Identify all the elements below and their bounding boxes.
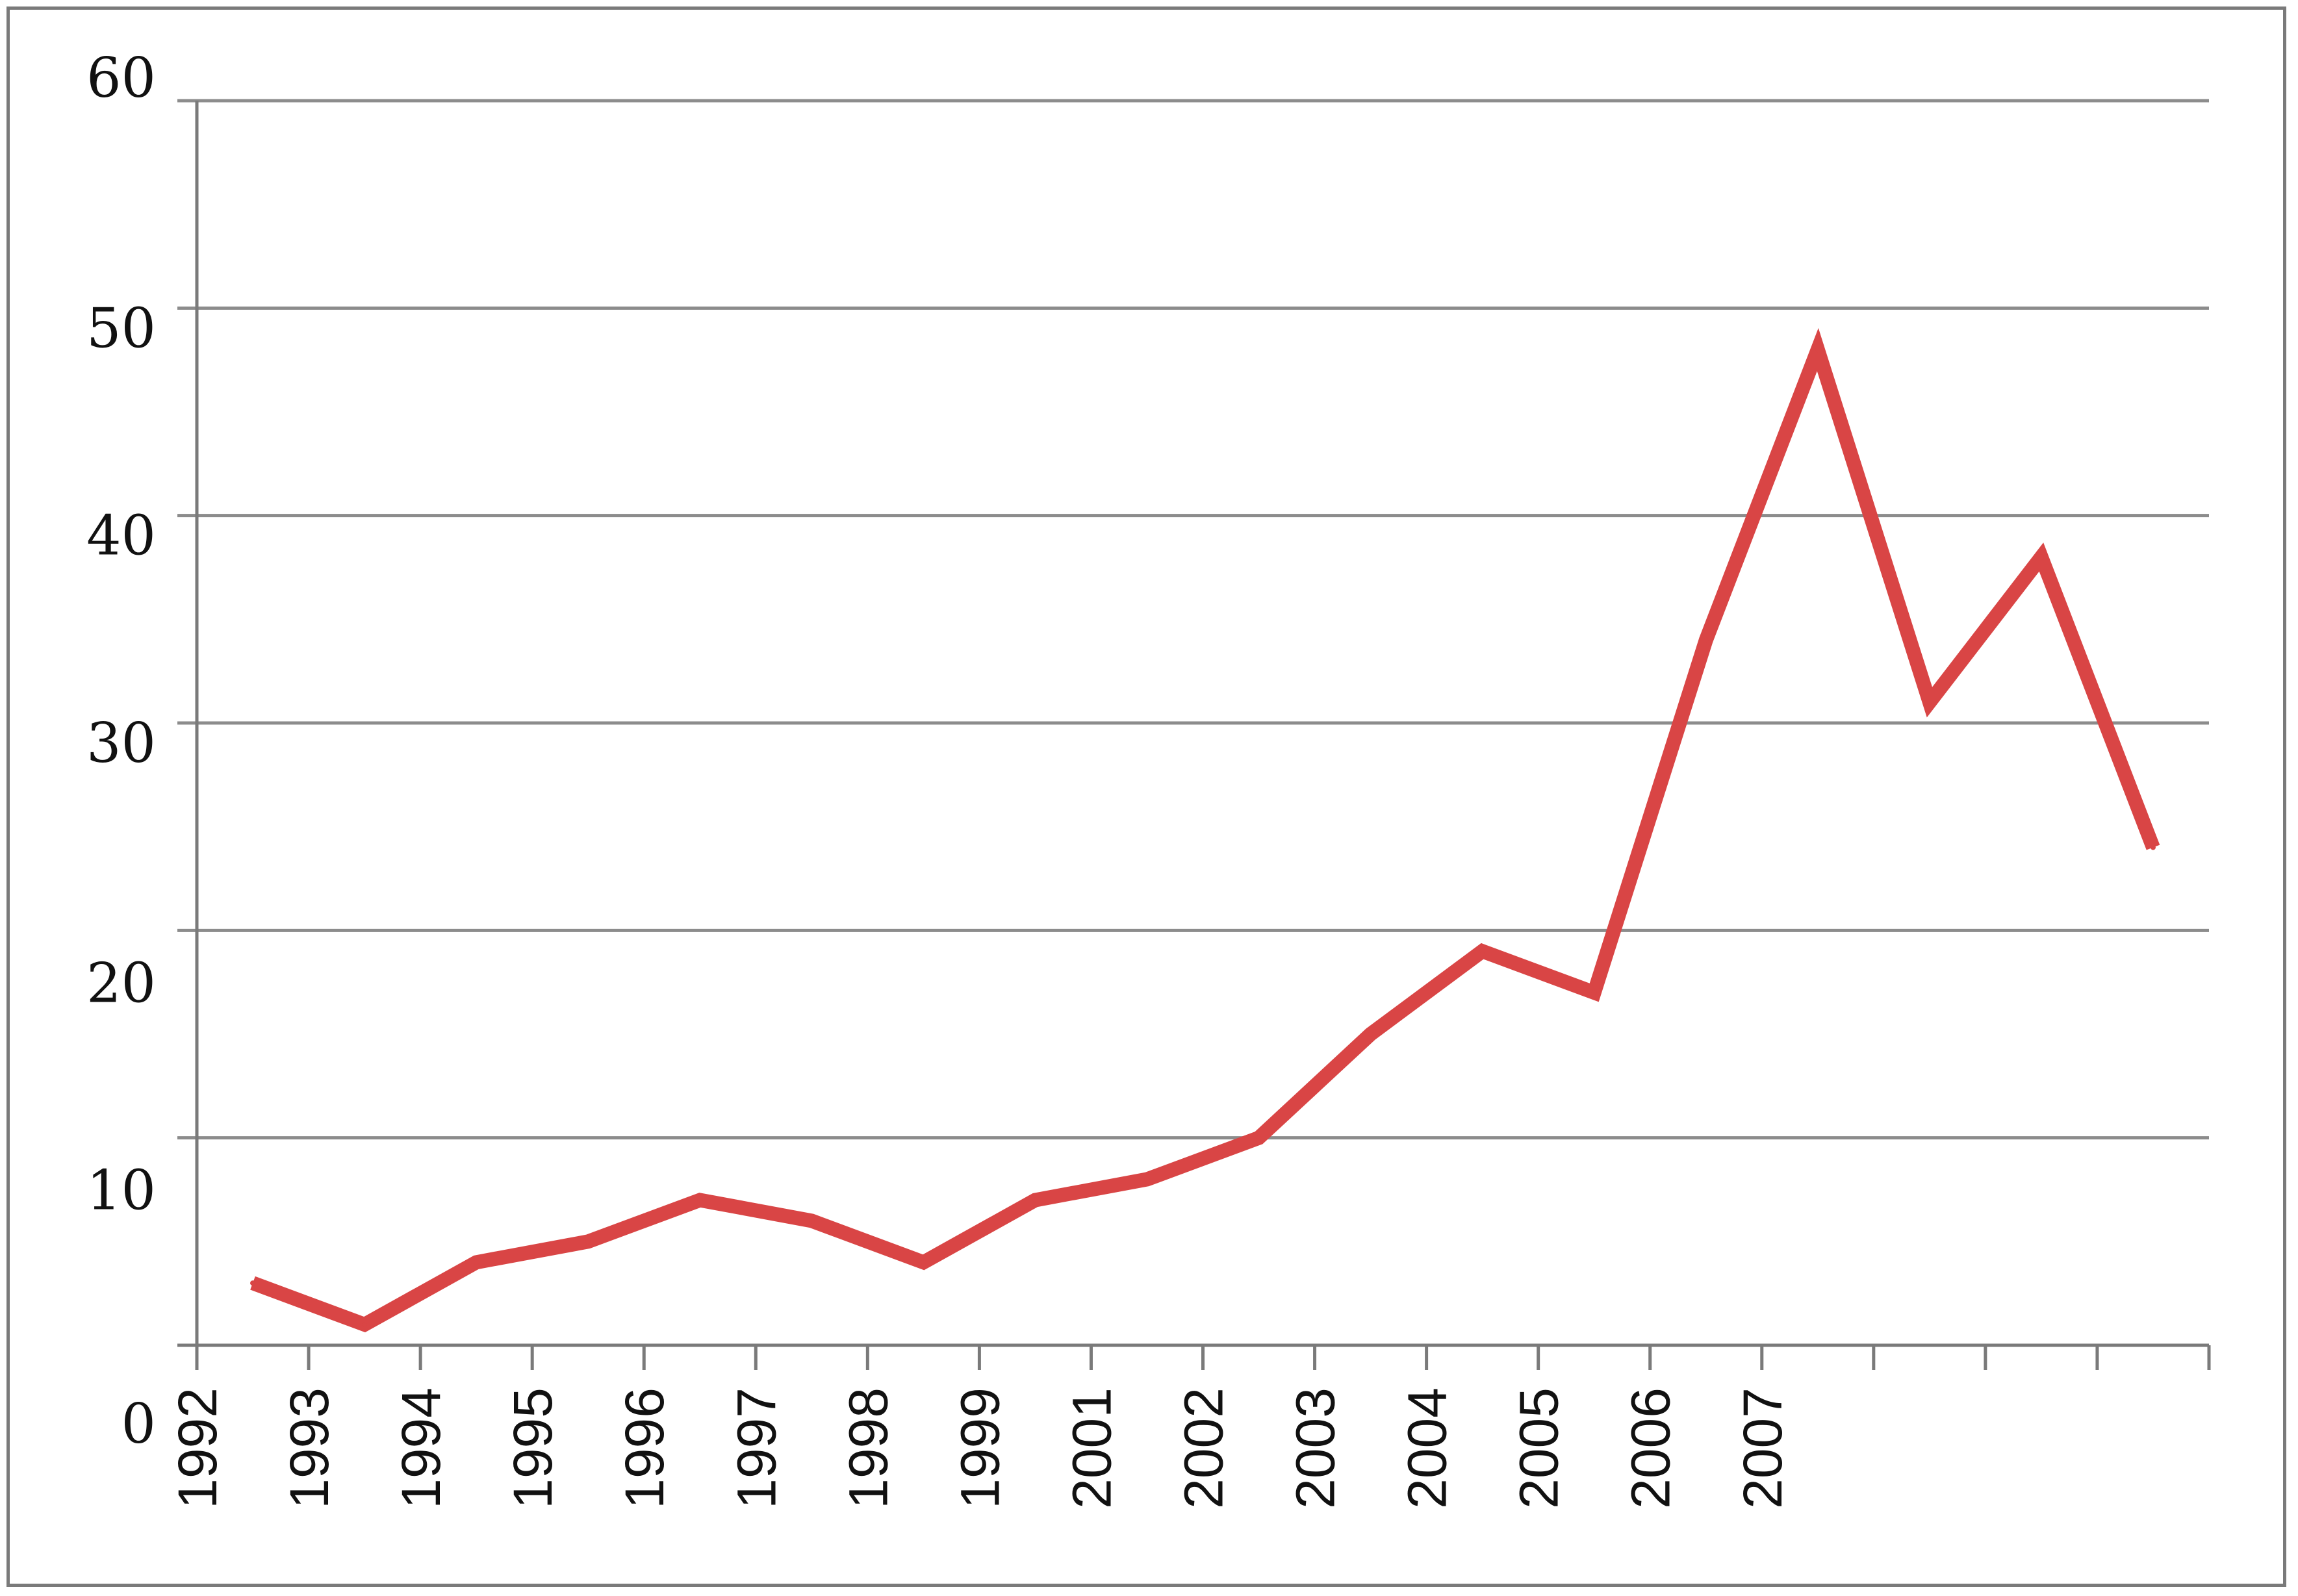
x-tick-label-2006: 2006	[1620, 1387, 1681, 1509]
chart-frame: 0 10 20 30 40 50 60 1992 1993 1994 1995 1996 1997 19…	[6, 6, 2286, 1587]
axes	[177, 101, 2211, 1370]
x-tick-label-1992: 1992	[167, 1387, 228, 1509]
x-tick-label-1998: 1998	[837, 1387, 899, 1509]
x-tick-label-2005: 2005	[1509, 1387, 1570, 1509]
data-point-6	[921, 1260, 926, 1265]
x-tick-label-2002: 2002	[1173, 1387, 1234, 1509]
y-tick-label-10: 10	[86, 1159, 156, 1222]
data-point-16	[2038, 554, 2044, 560]
y-tick-label-50: 50	[86, 296, 156, 360]
data-point-13	[1703, 637, 1709, 643]
data-point-7	[1032, 1197, 1038, 1203]
data-point-4	[697, 1197, 703, 1203]
data-point-0	[250, 1280, 256, 1286]
gridlines	[177, 99, 2209, 1140]
series-line-0	[250, 327, 2160, 1333]
x-tick-label-2004: 2004	[1397, 1387, 1458, 1509]
x-tick-label-2001: 2001	[1061, 1387, 1122, 1509]
x-tick-label-1997: 1997	[726, 1387, 787, 1509]
data-point-8	[1144, 1176, 1150, 1182]
data-point-15	[1926, 700, 1932, 705]
x-tick-label-2007: 2007	[1732, 1387, 1793, 1509]
x-tick-label-1999: 1999	[949, 1387, 1010, 1509]
data-point-5	[809, 1218, 815, 1224]
data-point-3	[585, 1239, 591, 1245]
y-tick-label-40: 40	[86, 504, 156, 568]
y-tick-label-60: 60	[86, 46, 156, 110]
x-tick-label-1993: 1993	[279, 1387, 340, 1509]
x-tick-label-2003: 2003	[1285, 1387, 1346, 1509]
x-tick-label-1996: 1996	[614, 1387, 675, 1509]
y-tick-label-0: 0	[121, 1392, 156, 1456]
y-tick-label-30: 30	[86, 711, 156, 775]
y-tick-label-20: 20	[86, 951, 156, 1015]
data-point-9	[1256, 1135, 1262, 1141]
x-tick-labels: 1992 1993 1994 1995 1996 1997 1998 1999 2001 2002…	[167, 1387, 1793, 1509]
data-point-2	[474, 1260, 479, 1265]
data-point-14	[1815, 347, 1820, 353]
x-tick-label-1994: 1994	[390, 1387, 452, 1509]
data-point-12	[1591, 990, 1597, 996]
data-point-10	[1368, 1032, 1373, 1037]
data-point-11	[1479, 948, 1485, 954]
data-point-1	[362, 1322, 368, 1328]
y-tick-labels: 0 10 20 30 40 50 60	[86, 46, 156, 1456]
data-point-17	[2150, 844, 2156, 850]
x-tick-label-1995: 1995	[502, 1387, 563, 1509]
series-layer	[250, 327, 2160, 1333]
